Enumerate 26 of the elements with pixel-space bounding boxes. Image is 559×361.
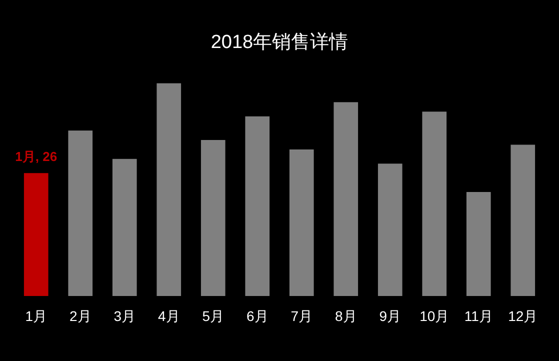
x-tick-label: 2月: [69, 308, 92, 324]
bar: [200, 140, 226, 296]
x-tick-label: 5月: [202, 308, 224, 324]
x-tick-label: 7月: [290, 308, 313, 324]
x-tick-label: 12月: [508, 308, 538, 324]
bar: [466, 192, 491, 296]
x-tick-label: 9月: [379, 308, 402, 324]
bar: [156, 83, 182, 296]
bar: [68, 130, 93, 296]
x-tick-label: 4月: [158, 308, 180, 324]
chart-title: 2018年销售详情: [210, 31, 348, 53]
bar: [245, 116, 270, 296]
x-tick-label: 8月: [334, 308, 357, 324]
bar: [510, 144, 536, 296]
x-tick-label: 10月: [420, 308, 450, 324]
x-tick-label: 1月: [25, 308, 48, 324]
bar: [334, 102, 358, 296]
x-tick-label: 11月: [464, 308, 493, 324]
bar: [378, 164, 402, 296]
x-tick-label: 3月: [114, 308, 136, 324]
bar: [289, 149, 314, 296]
bar: [112, 158, 137, 296]
data-label: 1月, 26: [15, 149, 58, 164]
x-tick-label: 6月: [246, 308, 268, 324]
bar: [24, 173, 48, 296]
bar: [422, 112, 447, 296]
